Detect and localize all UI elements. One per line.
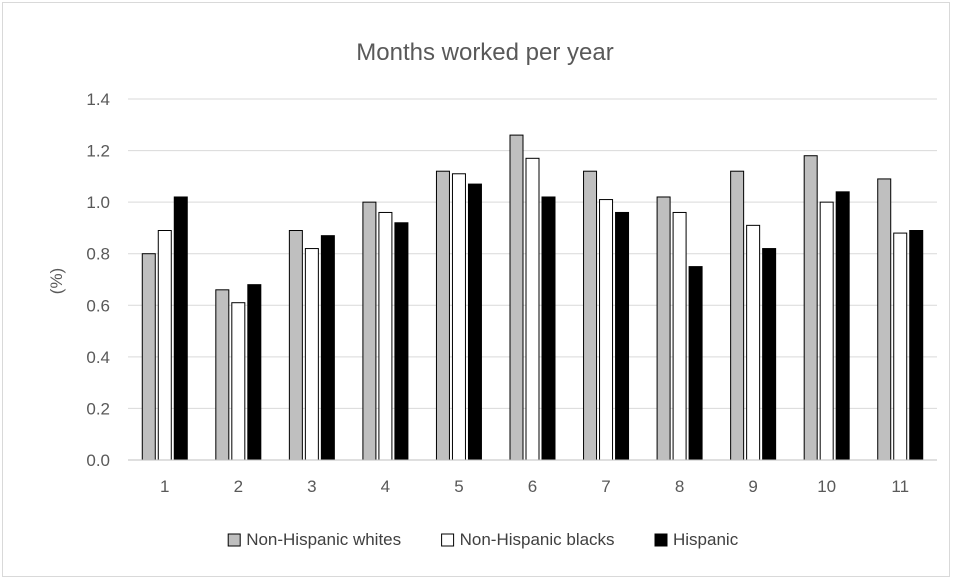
legend-label: Non-Hispanic blacks: [460, 530, 615, 549]
legend-label: Non-Hispanic whites: [246, 530, 401, 549]
bar-3-7: [615, 211, 630, 461]
bar-1-9: [730, 170, 745, 461]
bar-2-1: [157, 230, 172, 461]
x-tick-label: 10: [817, 477, 836, 496]
bar-2-6: [525, 157, 540, 461]
bar-3-1: [173, 196, 188, 461]
x-tick-label: 5: [454, 477, 463, 496]
bar-3-5: [467, 183, 482, 461]
x-tick-label: 6: [528, 477, 537, 496]
bar-1-1: [141, 253, 156, 461]
bar-1-7: [583, 170, 598, 461]
bar-3-4: [394, 222, 409, 461]
chart-title: Months worked per year: [356, 39, 613, 66]
bar-2-5: [451, 173, 466, 461]
x-tick-label: 11: [891, 477, 909, 496]
legend-swatch: [654, 533, 668, 547]
legend-label: Hispanic: [673, 530, 739, 549]
bar-3-9: [762, 248, 777, 461]
y-tick-label: 0.4: [86, 348, 110, 367]
x-tick-label: 9: [748, 477, 757, 496]
bar-1-8: [656, 196, 671, 461]
y-tick-label: 1.2: [86, 142, 110, 161]
bar-2-2: [231, 302, 246, 461]
bars: [141, 134, 924, 461]
x-tick-label: 7: [601, 477, 610, 496]
bar-2-3: [304, 248, 319, 461]
y-tick-label: 0.8: [86, 245, 110, 264]
x-tick-label: 3: [307, 477, 316, 496]
x-tick-label: 4: [381, 477, 390, 496]
x-tick-label: 2: [234, 477, 243, 496]
bar-1-5: [435, 170, 450, 461]
bar-3-3: [320, 235, 335, 461]
bar-2-7: [599, 199, 614, 461]
legend: Non-Hispanic whites Non-Hispanic blacks Hi…: [227, 530, 739, 549]
bar-2-9: [746, 224, 761, 461]
y-tick-label: 1.0: [86, 193, 110, 212]
y-tick-label: 0.6: [86, 296, 110, 315]
bar-2-10: [819, 201, 834, 461]
bar-1-6: [509, 134, 524, 461]
bar-3-8: [688, 266, 703, 461]
bar-2-8: [672, 211, 687, 461]
y-tick-label: 1.4: [86, 90, 110, 109]
x-tick-label: 8: [675, 477, 684, 496]
bar-1-3: [288, 230, 303, 461]
bar-1-2: [215, 289, 230, 461]
y-tick-label: 0.0: [86, 451, 110, 470]
bar-3-2: [247, 284, 262, 461]
bar-3-10: [835, 191, 850, 461]
bar-3-6: [541, 196, 556, 461]
bar-1-11: [877, 178, 892, 461]
axes: 0.0 0.2 0.4 0.6 0.8 1.0 1.2 1.4 1 2 3 4 5 6 7 8 9 10 11: [86, 90, 937, 496]
y-tick-label: 0.2: [86, 399, 110, 418]
x-tick-label: 1: [160, 477, 169, 496]
bar-2-11: [893, 232, 908, 461]
bar-1-4: [362, 201, 377, 461]
legend-swatch: [441, 533, 455, 547]
legend-swatch: [227, 533, 241, 547]
y-axis-title: (%): [47, 268, 66, 294]
bar-3-11: [909, 230, 924, 461]
bar-2-4: [378, 211, 393, 461]
bar-1-10: [803, 155, 818, 461]
